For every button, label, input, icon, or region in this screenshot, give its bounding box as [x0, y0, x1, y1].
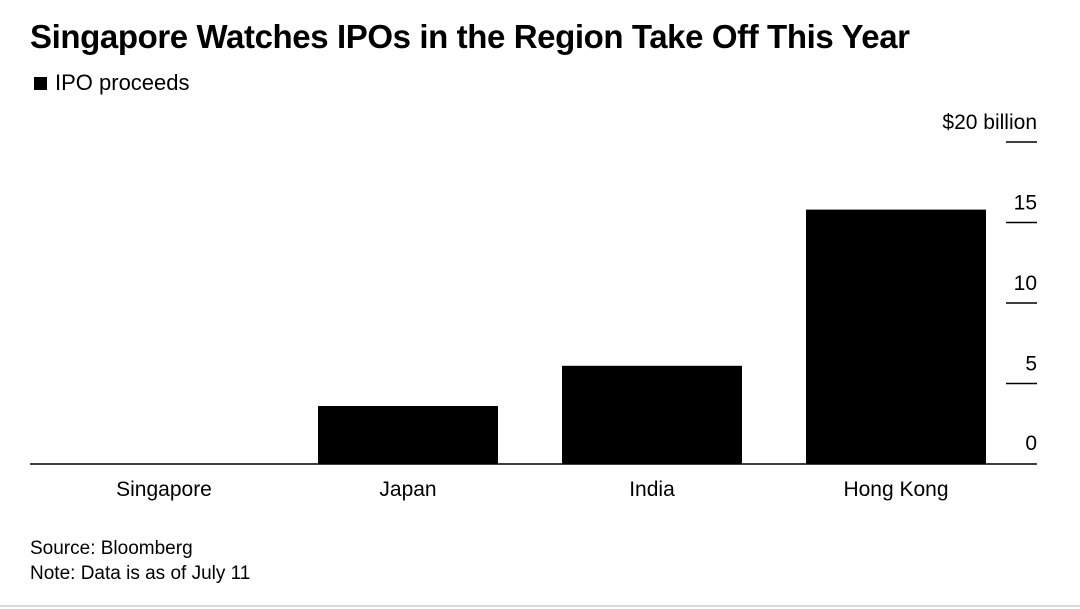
x-tick-label: Japan	[379, 478, 436, 501]
chart-title: Singapore Watches IPOs in the Region Tak…	[30, 18, 910, 55]
bar-japan	[318, 406, 498, 464]
data-note: Note: Data is as of July 11	[30, 563, 251, 584]
x-tick-label: India	[629, 478, 675, 501]
source-note: Source: Bloomberg	[30, 538, 193, 559]
legend-swatch	[34, 76, 47, 90]
bar-india	[562, 365, 742, 464]
x-tick-label: Hong Kong	[843, 478, 948, 501]
x-tick-label: Singapore	[116, 478, 212, 501]
bottom-divider	[0, 605, 1080, 607]
y-tick-label: 5	[1025, 353, 1037, 376]
legend: IPO proceeds	[34, 70, 190, 96]
y-tick-label: $20 billion	[942, 111, 1037, 134]
y-tick-label: 0	[1025, 432, 1037, 455]
y-tick-label: 15	[1014, 192, 1037, 215]
legend-label: IPO proceeds	[55, 70, 190, 95]
y-tick-label: 10	[1014, 272, 1037, 295]
bar-hong-kong	[806, 209, 986, 464]
